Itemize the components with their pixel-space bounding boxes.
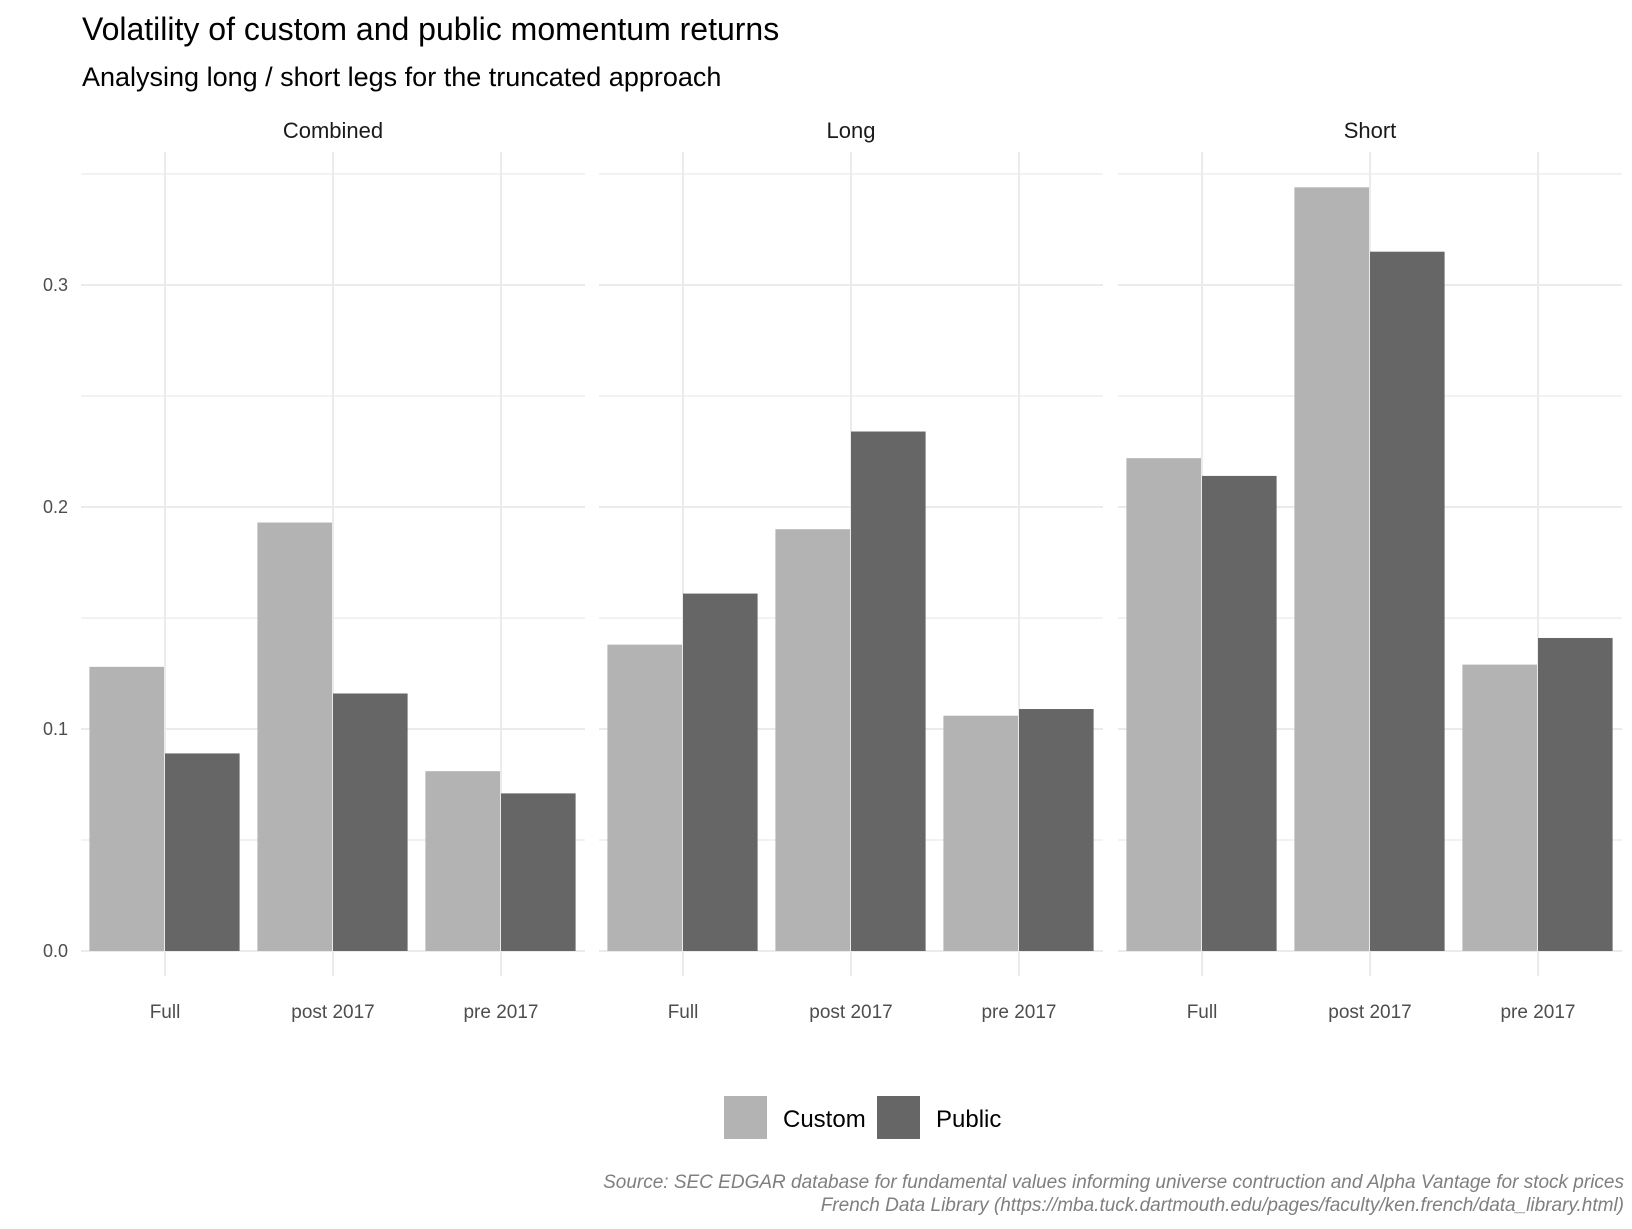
bar-combined-custom-2	[425, 771, 500, 951]
bar-short-public-2	[1538, 637, 1613, 951]
chart-title: Volatility of custom and public momentum…	[82, 11, 779, 47]
x-tick-label: post 2017	[291, 1002, 374, 1023]
y-tick-label: 0.3	[43, 275, 68, 295]
legend-key-custom	[724, 1096, 767, 1139]
bar-long-custom-2	[943, 715, 1018, 951]
bar-short-public-0	[1202, 475, 1277, 951]
y-tick-label: 0.0	[43, 941, 68, 961]
bar-long-public-1	[851, 431, 926, 951]
facet-panels: Combined Full post 2017 pre 2017 Long Full pos…	[81, 118, 1622, 1023]
x-tick-label: pre 2017	[1500, 1002, 1575, 1023]
y-tick-label: 0.2	[43, 497, 68, 517]
legend: Custom Public	[724, 1096, 1001, 1139]
facet-strip-label: Short	[1344, 118, 1397, 143]
facet-strip-label: Long	[827, 118, 876, 143]
bar-combined-public-2	[501, 793, 576, 951]
caption-line-2: French Data Library (https://mba.tuck.da…	[821, 1195, 1624, 1216]
bar-long-public-2	[1019, 709, 1094, 951]
facet-panel-short: Short Full post 2017 pre 2017	[1118, 118, 1622, 1023]
legend-label-public: Public	[936, 1106, 1001, 1133]
bar-long-custom-1	[775, 529, 850, 951]
legend-label-custom: Custom	[783, 1106, 866, 1133]
x-tick-label: pre 2017	[981, 1002, 1056, 1023]
bar-short-custom-2	[1462, 664, 1537, 951]
bar-combined-custom-1	[257, 522, 332, 951]
bar-combined-public-1	[333, 693, 408, 951]
facet-strip-label: Combined	[283, 118, 383, 143]
y-axis: 0.0 0.1 0.2 0.3	[43, 275, 68, 961]
x-tick-label: post 2017	[1328, 1002, 1411, 1023]
bar-long-public-0	[683, 593, 758, 951]
x-tick-label: Full	[1187, 1002, 1218, 1023]
x-tick-label: pre 2017	[463, 1002, 538, 1023]
facet-panel-combined: Combined Full post 2017 pre 2017	[81, 118, 585, 1023]
x-tick-label: Full	[668, 1002, 699, 1023]
facet-panel-long: Long Full post 2017 pre 2017	[599, 118, 1103, 1023]
bar-long-custom-0	[607, 644, 682, 951]
chart-subtitle: Analysing long / short legs for the trun…	[82, 62, 721, 92]
bar-short-custom-1	[1294, 187, 1369, 951]
bar-combined-public-0	[165, 753, 240, 951]
x-tick-label: Full	[150, 1002, 181, 1023]
y-tick-label: 0.1	[43, 719, 68, 739]
legend-key-public	[877, 1096, 920, 1139]
bar-combined-custom-0	[89, 666, 164, 951]
bar-short-public-1	[1370, 251, 1445, 951]
x-tick-label: post 2017	[809, 1002, 892, 1023]
caption-line-1: Source: SEC EDGAR database for fundament…	[603, 1172, 1624, 1193]
bar-short-custom-0	[1126, 458, 1201, 951]
